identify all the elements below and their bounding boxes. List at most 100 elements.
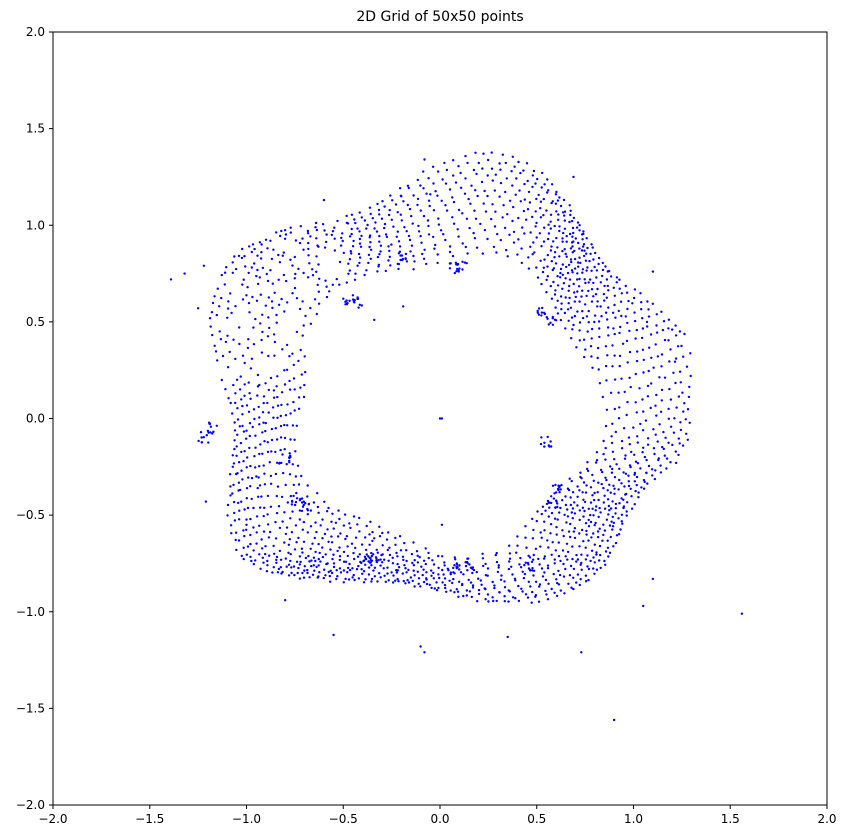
scatter-point — [263, 440, 266, 443]
scatter-point — [423, 651, 426, 654]
scatter-point — [568, 296, 571, 300]
scatter-point — [383, 205, 386, 208]
scatter-point — [576, 495, 579, 498]
scatter-point — [595, 568, 599, 571]
scatter-point — [523, 198, 526, 201]
scatter-point — [395, 235, 398, 238]
scatter-point — [420, 241, 423, 244]
scatter-point — [556, 299, 559, 302]
scatter-point — [285, 526, 289, 529]
scatter-point — [294, 272, 297, 276]
scatter-point — [389, 264, 392, 267]
scatter-point — [598, 559, 601, 562]
scatter-point — [270, 257, 274, 261]
scatter-point — [642, 410, 645, 413]
scatter-point — [564, 503, 568, 507]
scatter-point — [625, 510, 628, 513]
scatter-point — [322, 576, 325, 580]
scatter-point — [258, 423, 261, 426]
scatter-point — [611, 450, 615, 453]
scatter-point — [284, 599, 287, 602]
scatter-point — [573, 536, 577, 540]
x-tick-label: 1.5 — [721, 812, 740, 826]
scatter-point — [423, 248, 426, 251]
scatter-point — [656, 355, 659, 358]
scatter-point — [569, 213, 572, 217]
scatter-point — [661, 445, 664, 449]
scatter-point — [621, 522, 624, 525]
scatter-point — [520, 261, 523, 265]
scatter-point — [571, 328, 574, 331]
scatter-point — [587, 281, 590, 284]
scatter-point — [260, 338, 263, 342]
scatter-point — [483, 587, 486, 590]
scatter-point — [358, 211, 361, 214]
scatter-point — [281, 570, 284, 574]
scatter-point — [264, 238, 268, 241]
scatter-point — [368, 206, 372, 209]
scatter-point — [293, 388, 296, 391]
scatter-point — [561, 499, 564, 502]
scatter-point — [554, 549, 557, 552]
scatter-point — [327, 506, 330, 510]
scatter-point — [256, 268, 259, 272]
scatter-point — [307, 502, 311, 506]
scatter-point — [583, 249, 586, 252]
scatter-point — [498, 195, 501, 198]
scatter-point — [628, 350, 632, 354]
scatter-point — [269, 505, 273, 508]
scatter-point — [283, 448, 286, 451]
scatter-point — [589, 513, 592, 517]
scatter-point — [633, 453, 636, 456]
scatter-point — [226, 307, 230, 310]
scatter-point — [288, 538, 291, 541]
scatter-point — [615, 534, 619, 537]
scatter-point — [272, 396, 276, 399]
scatter-point — [619, 300, 623, 303]
scatter-point — [336, 575, 339, 578]
scatter-point — [286, 501, 289, 504]
scatter-point — [595, 451, 599, 454]
scatter-point — [385, 538, 389, 541]
scatter-point — [289, 412, 292, 415]
scatter-point — [544, 578, 548, 582]
scatter-point — [411, 222, 414, 225]
scatter-point — [562, 562, 565, 566]
scatter-point — [229, 524, 233, 527]
scatter-point — [282, 471, 285, 475]
scatter-point — [613, 492, 616, 495]
scatter-point — [495, 599, 498, 603]
scatter-point — [581, 289, 584, 292]
scatter-point — [291, 463, 294, 466]
scatter-point — [388, 546, 391, 549]
scatter-point — [567, 488, 571, 492]
scatter-point — [513, 577, 517, 580]
scatter-point — [553, 558, 556, 561]
scatter-point — [329, 569, 332, 572]
scatter-point — [254, 317, 257, 321]
scatter-point — [567, 530, 571, 533]
scatter-point — [373, 318, 376, 322]
scatter-point — [345, 299, 348, 302]
scatter-point — [430, 569, 433, 572]
scatter-point — [472, 168, 476, 172]
scatter-point — [528, 201, 532, 204]
scatter-point — [612, 545, 615, 548]
scatter-point — [290, 531, 294, 534]
scatter-point — [234, 305, 237, 308]
scatter-point — [266, 247, 269, 250]
scatter-point — [634, 337, 637, 340]
scatter-point — [634, 460, 638, 463]
scatter-point — [352, 239, 355, 243]
scatter-point — [550, 245, 553, 248]
scatter-point — [556, 518, 559, 521]
scatter-point — [556, 246, 559, 249]
scatter-point — [448, 262, 452, 265]
scatter-point — [346, 545, 349, 548]
scatter-point — [183, 272, 186, 275]
scatter-point — [604, 458, 607, 461]
scatter-point — [556, 312, 560, 315]
scatter-point — [339, 532, 342, 535]
scatter-point — [443, 577, 447, 580]
scatter-point — [292, 494, 295, 498]
